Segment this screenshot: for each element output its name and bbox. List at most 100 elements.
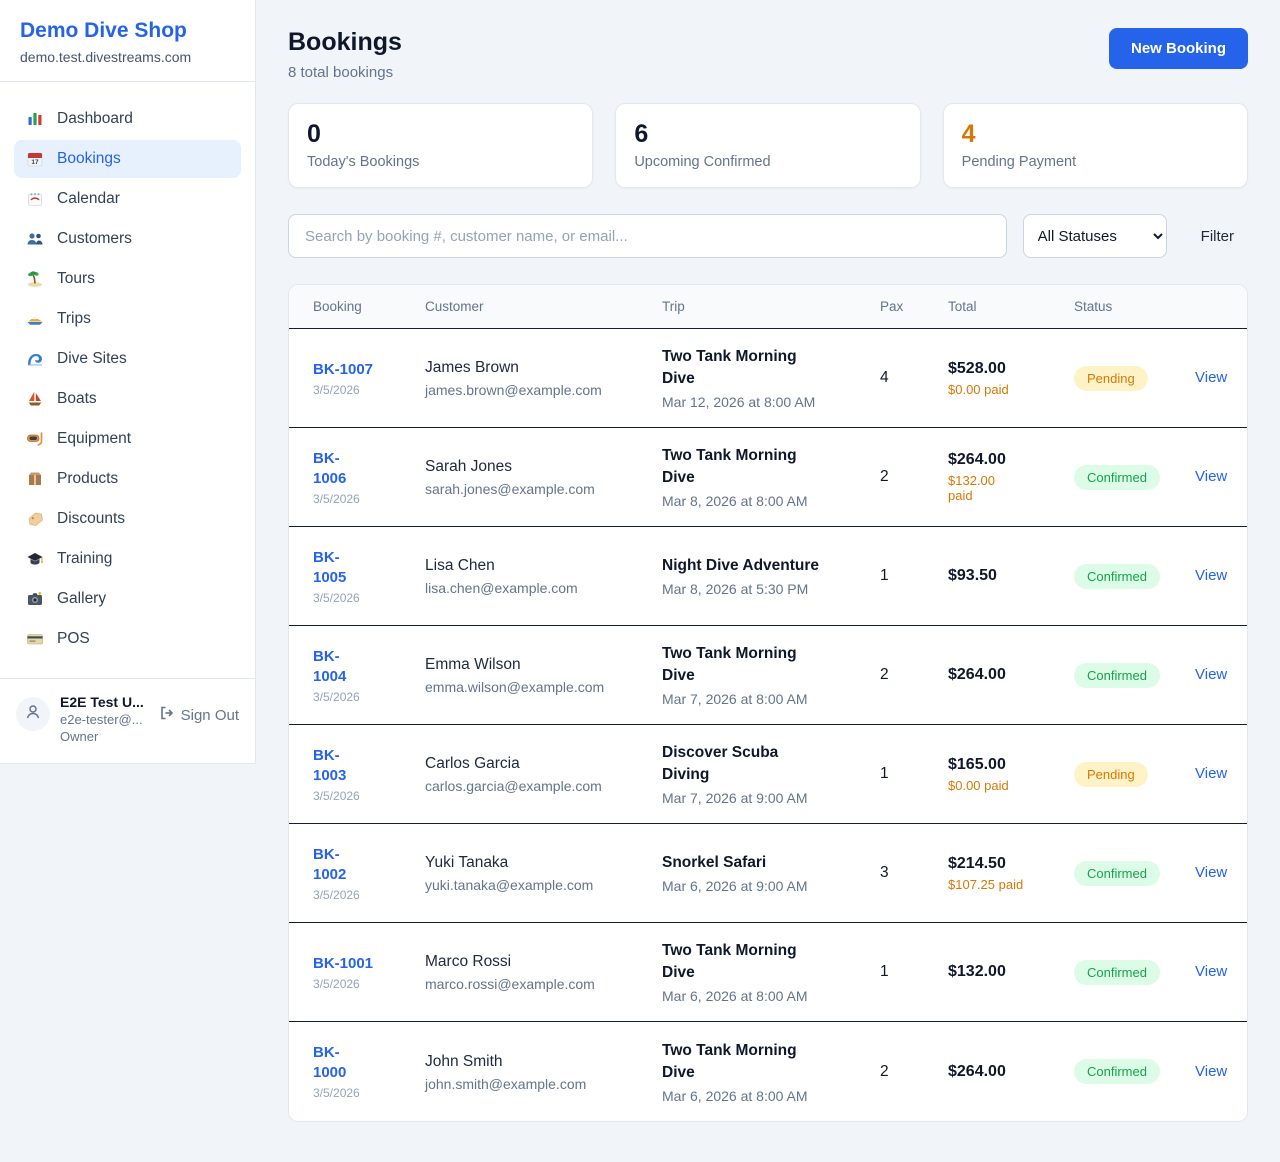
trip-cell: Two Tank Morning Dive Mar 6, 2026 at 8:0… [662, 1040, 880, 1104]
sidebar-item-boats[interactable]: Boats [14, 380, 241, 418]
trip-datetime: Mar 12, 2026 at 8:00 AM [662, 394, 816, 410]
booking-date: 3/5/2026 [313, 382, 360, 397]
stat-label: Today's Bookings [307, 154, 420, 170]
actions-cell: View [1195, 765, 1227, 783]
column-header-status: Status [1074, 299, 1113, 314]
table-row: BK- 1006 3/5/2026 Sarah Jones sarah.jones… [289, 428, 1247, 527]
view-link[interactable]: View [1195, 864, 1228, 881]
trip-cell: Snorkel Safari Mar 6, 2026 at 9:00 AM [662, 852, 880, 894]
sidebar-item-bookings[interactable]: 17 Bookings [14, 140, 241, 178]
customers-icon [26, 230, 44, 248]
total-amount: $165.00 [948, 755, 1006, 773]
total-amount: $93.50 [948, 567, 997, 584]
table-header-row: Booking Customer Trip Pax Total Status [289, 285, 1247, 329]
booking-id-link[interactable]: BK- 1006 [313, 449, 347, 487]
status-cell: Confirmed [1074, 1059, 1195, 1084]
sidebar-item-equipment[interactable]: Equipment [14, 420, 241, 458]
sidebar-item-pos[interactable]: POS [14, 620, 241, 658]
pax-cell: 2 [880, 468, 889, 485]
column-header-total: Total [948, 299, 977, 314]
table-row: BK- 1000 3/5/2026 John Smith john.smith@e… [289, 1022, 1247, 1121]
booking-cell: BK- 1004 3/5/2026 [313, 647, 425, 704]
customer-email: marco.rossi@example.com [425, 976, 595, 992]
sidebar-item-gallery[interactable]: Gallery [14, 580, 241, 618]
products-icon [26, 470, 44, 488]
booking-date: 3/5/2026 [313, 590, 360, 605]
sidebar-item-dive-sites[interactable]: Dive Sites [14, 340, 241, 378]
trip-cell: Two Tank Morning Dive Mar 8, 2026 at 8:0… [662, 445, 880, 509]
sidebar-item-tours[interactable]: Tours [14, 260, 241, 298]
booking-id-link[interactable]: BK-1001 [313, 954, 374, 972]
sidebar-item-training[interactable]: Training [14, 540, 241, 578]
booking-id-link[interactable]: BK- 1003 [313, 746, 347, 784]
status-badge: Confirmed [1074, 563, 1160, 589]
equipment-icon [26, 430, 44, 448]
trip-datetime: Mar 7, 2026 at 8:00 AM [662, 691, 808, 707]
booking-id-link[interactable]: BK- 1002 [313, 845, 347, 883]
sidebar-item-discounts[interactable]: Discounts [14, 500, 241, 538]
paid-amount: $132.00 paid [948, 473, 995, 503]
stat-label: Upcoming Confirmed [634, 154, 771, 170]
customer-email: carlos.garcia@example.com [425, 778, 602, 794]
view-link[interactable]: View [1195, 567, 1228, 584]
view-link[interactable]: View [1195, 963, 1228, 980]
status-cell: Confirmed [1074, 860, 1195, 886]
trips-icon [26, 310, 44, 328]
customer-name: Emma Wilson [425, 656, 521, 673]
status-badge: Confirmed [1074, 860, 1160, 886]
sidebar-nav: Dashboard 17 Bookings Calendar Customers… [0, 82, 255, 678]
stat-value: 0 [307, 120, 321, 148]
sign-out-button[interactable]: Sign Out [159, 705, 239, 725]
status-badge: Confirmed [1074, 1059, 1160, 1084]
customer-cell: Carlos Garcia carlos.garcia@example.com [425, 754, 662, 794]
dashboard-icon [26, 110, 44, 128]
status-select[interactable]: All Statuses [1022, 214, 1167, 258]
sidebar-item-products[interactable]: Products [14, 460, 241, 498]
pax-cell: 2 [880, 1062, 889, 1080]
actions-cell: View [1195, 1063, 1227, 1081]
new-booking-button[interactable]: New Booking [1108, 28, 1248, 69]
total-amount: $264.00 [948, 451, 1006, 468]
filter-button[interactable]: Filter [1183, 228, 1248, 245]
booking-cell: BK-1007 3/5/2026 [313, 360, 425, 397]
user-name: E2E Test U... [60, 694, 144, 710]
trip-cell: Two Tank Morning Dive Mar 7, 2026 at 8:0… [662, 643, 880, 707]
customer-name: James Brown [425, 359, 519, 376]
customer-name: Lisa Chen [425, 557, 495, 574]
stat-card-pending-payment: 4 Pending Payment [942, 103, 1248, 188]
view-link[interactable]: View [1195, 468, 1228, 485]
view-link[interactable]: View [1195, 666, 1228, 683]
booking-id-link[interactable]: BK-1007 [313, 360, 374, 378]
booking-cell: BK- 1006 3/5/2026 [313, 449, 425, 506]
search-input[interactable] [288, 214, 1007, 258]
status-badge: Pending [1074, 365, 1148, 391]
sidebar-item-calendar[interactable]: Calendar [14, 180, 241, 218]
stat-label: Pending Payment [961, 154, 1077, 170]
customer-email: emma.wilson@example.com [425, 679, 605, 695]
total-amount: $264.00 [948, 1062, 1006, 1080]
status-badge: Confirmed [1074, 959, 1160, 985]
booking-id-link[interactable]: BK- 1004 [313, 647, 347, 685]
booking-date: 3/5/2026 [313, 976, 360, 991]
customer-email: john.smith@example.com [425, 1075, 587, 1092]
booking-id-link[interactable]: BK- 1005 [313, 548, 347, 586]
booking-cell: BK-1001 3/5/2026 [313, 954, 425, 991]
app-title: Demo Dive Shop [20, 19, 187, 42]
view-link[interactable]: View [1195, 765, 1228, 782]
sidebar-item-customers[interactable]: Customers [14, 220, 241, 258]
sidebar-item-dashboard[interactable]: Dashboard [14, 100, 241, 138]
sidebar-item-trips[interactable]: Trips [14, 300, 241, 338]
customer-name: Marco Rossi [425, 953, 512, 970]
customer-name: Carlos Garcia [425, 755, 520, 772]
user-role: Owner [60, 729, 99, 744]
customer-email: sarah.jones@example.com [425, 481, 595, 497]
pax-cell: 4 [880, 369, 889, 386]
column-header-booking: Booking [313, 299, 362, 314]
booking-id-link[interactable]: BK- 1000 [313, 1044, 347, 1081]
view-link[interactable]: View [1195, 369, 1228, 386]
booking-cell: BK- 1005 3/5/2026 [313, 548, 425, 605]
boats-icon [26, 390, 44, 408]
view-link[interactable]: View [1195, 1062, 1228, 1080]
trip-name: Two Tank Morning Dive [662, 942, 797, 981]
booking-date: 3/5/2026 [313, 788, 360, 803]
